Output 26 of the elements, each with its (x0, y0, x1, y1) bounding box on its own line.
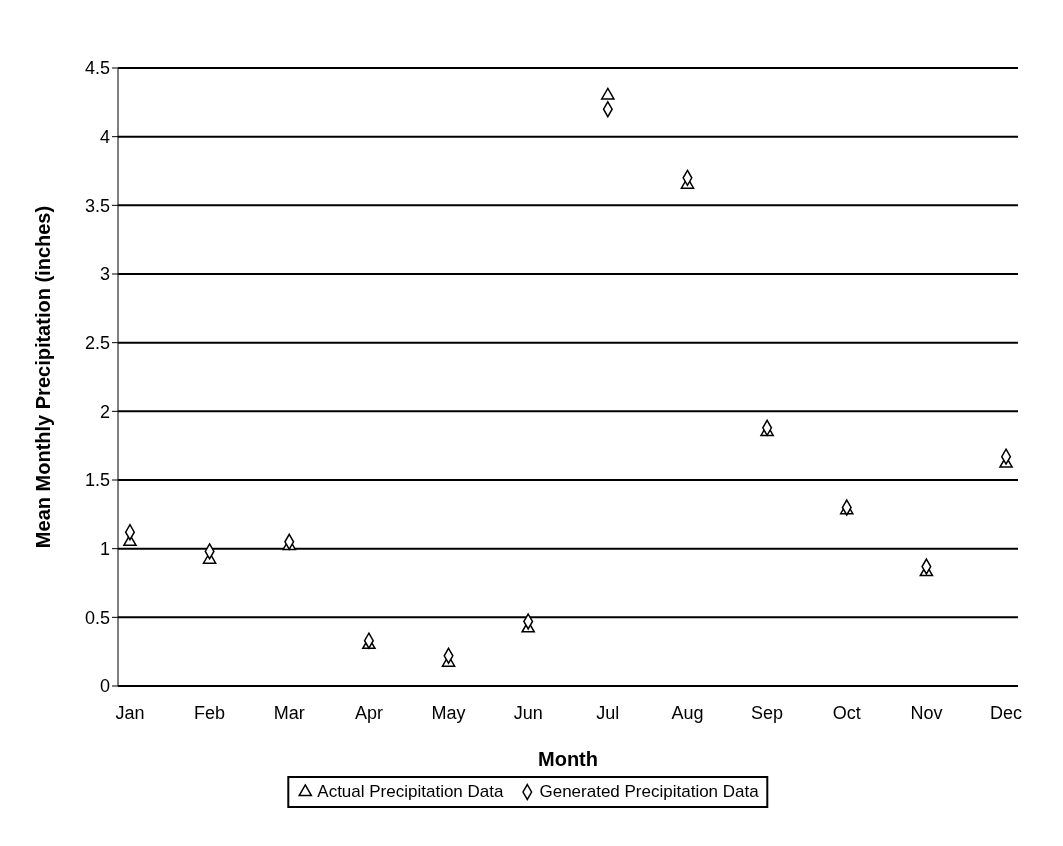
y-tick-label: 4.5 (84, 58, 110, 79)
x-tick-label: Jul (596, 702, 620, 723)
x-tick-label: Apr (354, 702, 383, 723)
x-tick-label: Oct (832, 702, 861, 723)
x-tick-label: Mar (273, 702, 305, 723)
legend-label: Generated Precipitation Data (539, 782, 759, 802)
y-tick-label: 1.5 (84, 470, 110, 491)
x-tick-label: Nov (910, 702, 943, 723)
x-tick-label: Sep (751, 702, 784, 723)
y-tick-label: 3.5 (84, 195, 110, 216)
x-tick-label: Jun (513, 702, 543, 723)
x-axis-title: Month (538, 748, 598, 770)
x-tick-label: Dec (990, 702, 1023, 723)
x-tick-label: Feb (194, 702, 226, 723)
y-axis-title: Mean Monthly Precipitation (inches) (32, 205, 55, 549)
x-tick-label: Aug (671, 702, 704, 723)
x-tick-label: Jan (115, 702, 145, 723)
y-tick-label: 2.5 (84, 333, 110, 354)
y-tick-label: 0 (99, 676, 110, 697)
legend-label: Actual Precipitation Data (317, 782, 504, 802)
x-tick-label: May (431, 702, 466, 723)
y-tick-label: 3 (99, 264, 110, 285)
y-tick-label: 0.5 (84, 607, 110, 628)
y-tick-label: 4 (99, 127, 110, 148)
y-tick-label: 2 (99, 401, 110, 422)
y-tick-label: 1 (99, 539, 110, 560)
